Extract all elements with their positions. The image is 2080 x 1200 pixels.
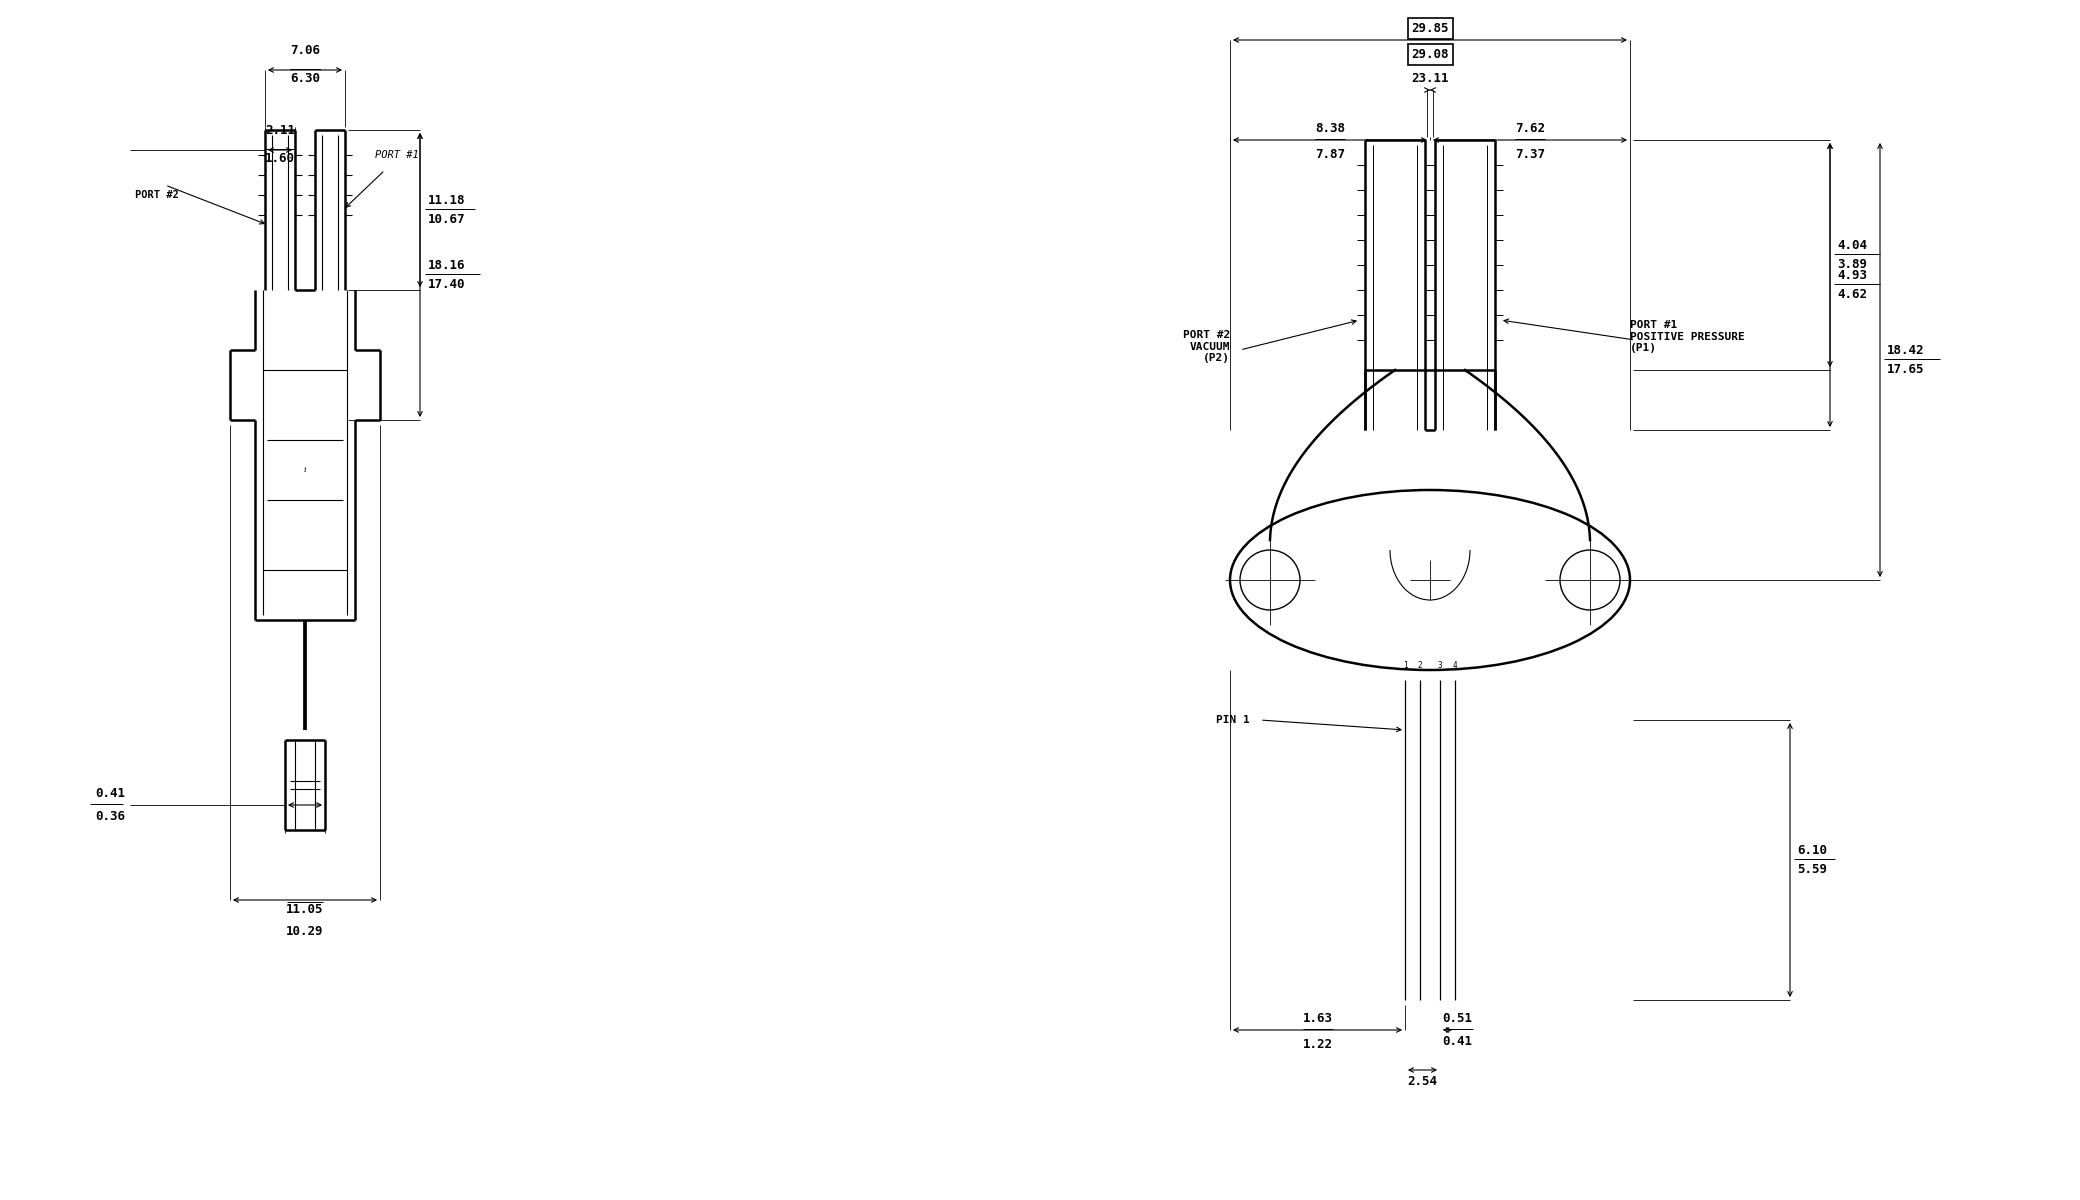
Text: 10.29: 10.29 xyxy=(287,925,324,938)
Text: 11.05: 11.05 xyxy=(287,902,324,916)
Text: 5.59: 5.59 xyxy=(1797,863,1826,876)
Text: 0.51: 0.51 xyxy=(1444,1012,1473,1025)
Text: 1: 1 xyxy=(1402,661,1408,670)
Text: 1.22: 1.22 xyxy=(1302,1038,1333,1051)
Text: PIN 1: PIN 1 xyxy=(1217,715,1250,725)
Text: 18.16: 18.16 xyxy=(428,259,466,272)
Text: 2.11: 2.11 xyxy=(264,124,295,137)
Text: PORT #1: PORT #1 xyxy=(374,150,418,160)
Text: 4: 4 xyxy=(1452,661,1458,670)
Text: 7.87: 7.87 xyxy=(1315,148,1346,161)
Text: 29.08: 29.08 xyxy=(1410,48,1450,61)
Text: PORT #2: PORT #2 xyxy=(135,190,179,200)
Text: 0.41: 0.41 xyxy=(1444,1034,1473,1048)
Text: 29.85: 29.85 xyxy=(1410,22,1450,35)
Text: 0.41: 0.41 xyxy=(96,787,125,800)
Text: 2.54: 2.54 xyxy=(1408,1075,1437,1088)
Text: 8.38: 8.38 xyxy=(1315,122,1346,134)
Text: 23.11: 23.11 xyxy=(1410,72,1450,85)
Text: 11.18: 11.18 xyxy=(428,194,466,206)
Text: 17.65: 17.65 xyxy=(1887,362,1924,376)
Text: 7.37: 7.37 xyxy=(1514,148,1545,161)
Text: 7.62: 7.62 xyxy=(1514,122,1545,134)
Text: 0.36: 0.36 xyxy=(96,810,125,823)
Text: 7.06: 7.06 xyxy=(289,44,320,56)
Text: 10.67: 10.67 xyxy=(428,214,466,226)
Text: 4.93: 4.93 xyxy=(1837,269,1868,282)
Text: 6.30: 6.30 xyxy=(289,72,320,85)
Text: i: i xyxy=(304,466,306,474)
Text: 1.63: 1.63 xyxy=(1302,1012,1333,1025)
Text: 3: 3 xyxy=(1437,661,1441,670)
Text: 4.04: 4.04 xyxy=(1837,239,1868,252)
Text: 3.89: 3.89 xyxy=(1837,258,1868,271)
Text: 2: 2 xyxy=(1419,661,1423,670)
Text: PORT #2
VACUUM
(P2): PORT #2 VACUUM (P2) xyxy=(1184,330,1229,364)
Text: PORT #1
POSITIVE PRESSURE
(P1): PORT #1 POSITIVE PRESSURE (P1) xyxy=(1631,320,1745,353)
Text: 6.10: 6.10 xyxy=(1797,844,1826,857)
Text: 18.42: 18.42 xyxy=(1887,344,1924,358)
Text: 4.62: 4.62 xyxy=(1837,288,1868,301)
Text: 1.60: 1.60 xyxy=(264,152,295,164)
Text: 17.40: 17.40 xyxy=(428,278,466,290)
